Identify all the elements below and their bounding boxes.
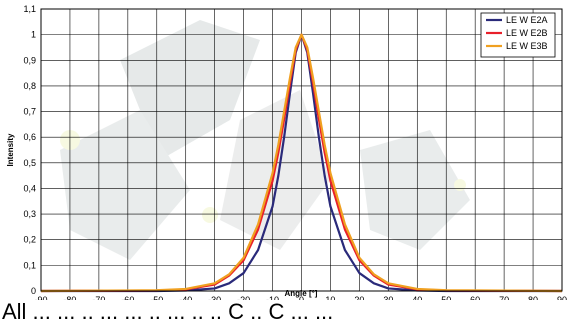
- intensity-angle-chart: 00,10,20,30,40,50,60,70,80,911,1 -90 -80-…: [6, 4, 567, 300]
- x-tick-labels: -90 -80 -70 -60 -50 -40 -30 -20 -10 0 10 20 30 40 50 60…: [34, 295, 567, 300]
- y-tick-label: 0,4: [23, 183, 36, 193]
- legend: LE W E2A LE W E2B LE W E3B: [480, 12, 556, 58]
- x-axis-title: Angle [°]: [285, 289, 318, 298]
- x-tick-label: 60: [470, 295, 480, 300]
- x-tick-label: 10: [325, 295, 335, 300]
- y-tick-label: 0: [31, 286, 36, 296]
- x-tick-label: -30: [208, 295, 221, 300]
- caption-fragment: All ... ... .. ... ... .. ... .. .. C ..…: [2, 299, 334, 324]
- legend-label: LE W E2A: [506, 15, 548, 25]
- y-tick-label: 0,5: [23, 158, 36, 168]
- y-axis-title: Intensity: [6, 133, 15, 166]
- x-tick-label: 20: [354, 295, 364, 300]
- series-lines: [40, 33, 563, 293]
- x-tick-label: -40: [179, 295, 192, 300]
- y-tick-label: 0,2: [23, 235, 36, 245]
- y-tick-label: 1: [31, 30, 36, 40]
- x-tick-label: 40: [412, 295, 422, 300]
- series-line-3: [40, 33, 563, 293]
- y-tick-label: 0,8: [23, 81, 36, 91]
- x-tick-label: -70: [92, 295, 105, 300]
- x-tick-label: 30: [383, 295, 393, 300]
- x-tick-label: 70: [499, 295, 509, 300]
- y-tick-label: 1,1: [23, 4, 36, 14]
- x-tick-label: 80: [528, 295, 538, 300]
- y-tick-label: 0,9: [23, 55, 36, 65]
- x-tick-label: -50: [150, 295, 163, 300]
- y-tick-label: 0,7: [23, 107, 36, 117]
- x-tick-label: -20: [237, 295, 250, 300]
- x-tick-label: 0: [299, 295, 304, 300]
- y-tick-labels: 0 0,1 0,2 0,3 0,4 0,5 0,6 0,7 0,8 0,9 1 1,1: [23, 4, 36, 296]
- x-tick-label: -90: [34, 295, 47, 300]
- x-tick-label: -80: [63, 295, 76, 300]
- y-tick-label: 0,3: [23, 209, 36, 219]
- legend-label: LE W E3B: [506, 41, 548, 51]
- x-tick-label: 90: [557, 295, 567, 300]
- plot-border: [40, 8, 563, 292]
- legend-label: LE W E2B: [506, 28, 548, 38]
- x-tick-label: 50: [441, 295, 451, 300]
- x-tick-label: -60: [121, 295, 134, 300]
- x-tick-label: -10: [266, 295, 279, 300]
- y-tick-label: 0,6: [23, 132, 36, 142]
- y-tick-label: 0,1: [23, 260, 36, 270]
